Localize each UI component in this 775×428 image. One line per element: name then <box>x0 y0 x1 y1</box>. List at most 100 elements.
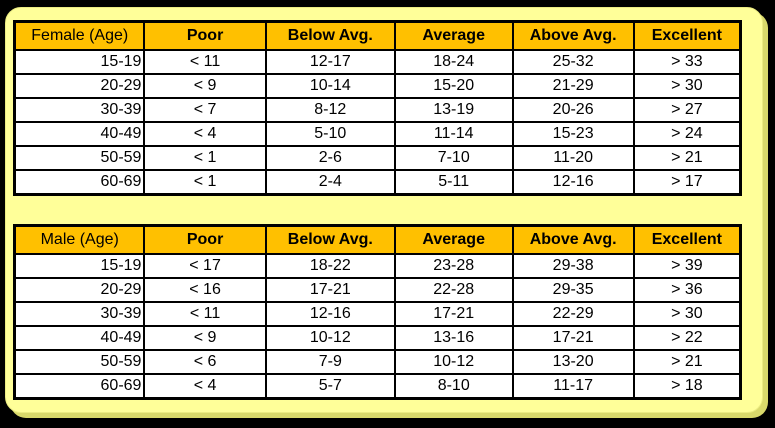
age-cell: 15-19 <box>13 253 146 279</box>
column-header: Poor <box>143 224 267 255</box>
table-row: 60-69 < 4 5-7 8-10 11-17 > 18 <box>13 373 742 400</box>
value-cell: 10-12 <box>264 325 396 351</box>
value-cell: 25-32 <box>511 49 635 75</box>
value-cell: 2-4 <box>264 169 396 196</box>
value-cell: 18-22 <box>264 253 396 279</box>
value-cell: 13-20 <box>511 349 635 375</box>
table-row: 60-69 < 1 2-4 5-11 12-16 > 17 <box>13 169 742 196</box>
header-row: Male (Age) Poor Below Avg. Average Above Avg… <box>13 224 742 255</box>
value-cell: 18-24 <box>393 49 514 75</box>
value-cell: 7-9 <box>264 349 396 375</box>
value-cell: 15-23 <box>511 121 635 147</box>
table-title-header: Male (Age) <box>13 224 146 255</box>
value-cell: 2-6 <box>264 145 396 171</box>
value-cell: 12-17 <box>264 49 396 75</box>
value-cell: 10-14 <box>264 73 396 99</box>
value-cell: 23-28 <box>393 253 514 279</box>
column-header: Above Avg. <box>511 224 635 255</box>
value-cell: 11-20 <box>511 145 635 171</box>
age-cell: 30-39 <box>13 97 146 123</box>
value-cell: < 7 <box>143 97 267 123</box>
value-cell: > 27 <box>632 97 742 123</box>
value-cell: < 4 <box>143 121 267 147</box>
value-cell: 8-10 <box>393 373 514 400</box>
table-row: 20-29 < 9 10-14 15-20 21-29 > 30 <box>13 73 742 99</box>
value-cell: > 30 <box>632 73 742 99</box>
value-cell: 29-35 <box>511 277 635 303</box>
age-cell: 40-49 <box>13 121 146 147</box>
age-cell: 50-59 <box>13 145 146 171</box>
table-row: 50-59 < 6 7-9 10-12 13-20 > 21 <box>13 349 742 375</box>
column-header: Excellent <box>632 224 742 255</box>
value-cell: < 11 <box>143 49 267 75</box>
table-row: 40-49 < 4 5-10 11-14 15-23 > 24 <box>13 121 742 147</box>
value-cell: 5-11 <box>393 169 514 196</box>
table-title-header: Female (Age) <box>13 20 146 51</box>
value-cell: < 6 <box>143 349 267 375</box>
header-row: Female (Age) Poor Below Avg. Average Above A… <box>13 20 742 51</box>
male-fitness-table: Male (Age) Poor Below Avg. Average Above Avg… <box>13 224 742 400</box>
value-cell: < 9 <box>143 325 267 351</box>
value-cell: < 1 <box>143 145 267 171</box>
value-cell: 22-29 <box>511 301 635 327</box>
value-cell: < 11 <box>143 301 267 327</box>
table-row: 40-49 < 9 10-12 13-16 17-21 > 22 <box>13 325 742 351</box>
value-cell: 15-20 <box>393 73 514 99</box>
table-row: 20-29 < 16 17-21 22-28 29-35 > 36 <box>13 277 742 303</box>
age-cell: 60-69 <box>13 373 146 400</box>
age-cell: 30-39 <box>13 301 146 327</box>
value-cell: > 17 <box>632 169 742 196</box>
value-cell: > 36 <box>632 277 742 303</box>
value-cell: 12-16 <box>264 301 396 327</box>
value-cell: < 17 <box>143 253 267 279</box>
column-header: Average <box>393 224 514 255</box>
value-cell: 17-21 <box>393 301 514 327</box>
value-cell: 21-29 <box>511 73 635 99</box>
age-cell: 50-59 <box>13 349 146 375</box>
age-cell: 20-29 <box>13 277 146 303</box>
age-cell: 15-19 <box>13 49 146 75</box>
value-cell: 13-19 <box>393 97 514 123</box>
value-cell: 17-21 <box>264 277 396 303</box>
value-cell: > 33 <box>632 49 742 75</box>
age-cell: 60-69 <box>13 169 146 196</box>
column-header: Below Avg. <box>264 224 396 255</box>
value-cell: 22-28 <box>393 277 514 303</box>
value-cell: > 18 <box>632 373 742 400</box>
value-cell: > 39 <box>632 253 742 279</box>
value-cell: 5-7 <box>264 373 396 400</box>
table-row: 30-39 < 7 8-12 13-19 20-26 > 27 <box>13 97 742 123</box>
value-cell: 5-10 <box>264 121 396 147</box>
column-header: Excellent <box>632 20 742 51</box>
female-fitness-table: Female (Age) Poor Below Avg. Average Above A… <box>13 20 742 196</box>
value-cell: > 22 <box>632 325 742 351</box>
value-cell: 11-17 <box>511 373 635 400</box>
age-cell: 40-49 <box>13 325 146 351</box>
value-cell: > 21 <box>632 145 742 171</box>
value-cell: 7-10 <box>393 145 514 171</box>
column-header: Below Avg. <box>264 20 396 51</box>
value-cell: 12-16 <box>511 169 635 196</box>
table-row: 30-39 < 11 12-16 17-21 22-29 > 30 <box>13 301 742 327</box>
value-cell: 13-16 <box>393 325 514 351</box>
value-cell: 11-14 <box>393 121 514 147</box>
value-cell: < 9 <box>143 73 267 99</box>
value-cell: 20-26 <box>511 97 635 123</box>
value-cell: < 16 <box>143 277 267 303</box>
value-cell: 10-12 <box>393 349 514 375</box>
value-cell: 8-12 <box>264 97 396 123</box>
column-header: Poor <box>143 20 267 51</box>
table-row: 15-19 < 17 18-22 23-28 29-38 > 39 <box>13 253 742 279</box>
column-header: Above Avg. <box>511 20 635 51</box>
value-cell: > 24 <box>632 121 742 147</box>
value-cell: > 21 <box>632 349 742 375</box>
value-cell: < 1 <box>143 169 267 196</box>
age-cell: 20-29 <box>13 73 146 99</box>
table-row: 50-59 < 1 2-6 7-10 11-20 > 21 <box>13 145 742 171</box>
value-cell: 17-21 <box>511 325 635 351</box>
value-cell: 29-38 <box>511 253 635 279</box>
value-cell: > 30 <box>632 301 742 327</box>
table-row: 15-19 < 11 12-17 18-24 25-32 > 33 <box>13 49 742 75</box>
rounded-panel: Female (Age) Poor Below Avg. Average Above A… <box>5 7 763 413</box>
column-header: Average <box>393 20 514 51</box>
